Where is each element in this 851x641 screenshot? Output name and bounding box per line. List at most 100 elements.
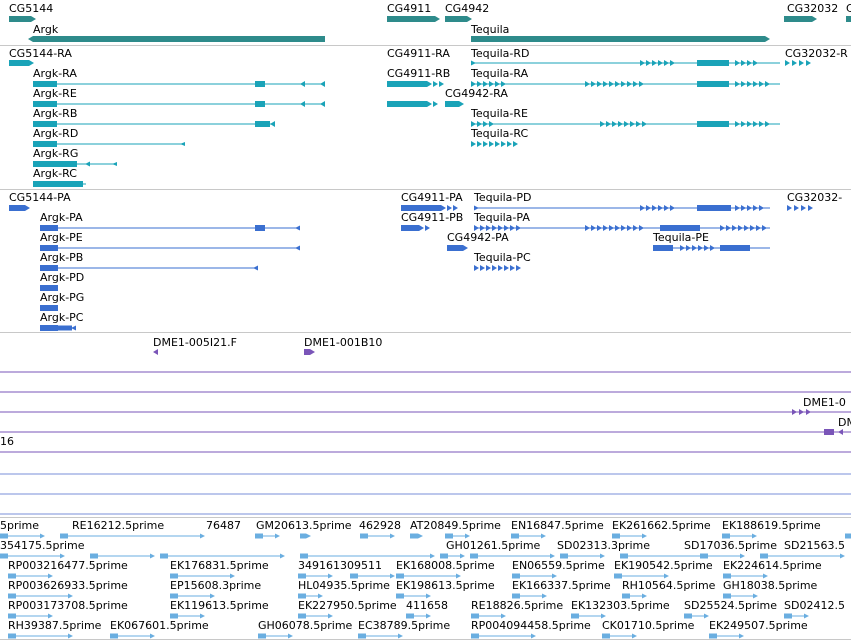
transcript-label[interactable]: CG4942-PA [447, 231, 509, 244]
est-label[interactable]: SD21563.5 [784, 539, 845, 552]
est-label[interactable]: EC38789.5prime [358, 619, 451, 632]
transcript-label[interactable]: CG32032-R [785, 47, 848, 60]
est-label[interactable]: RP003626933.5prime [8, 579, 128, 592]
transcript-label[interactable]: Tequila-PA [474, 211, 530, 224]
est-label[interactable]: RP003216477.5prime [8, 559, 128, 572]
est-label[interactable]: RE16212.5prime [72, 519, 165, 532]
est-label[interactable]: GH06078.5prime [258, 619, 353, 632]
clone-label[interactable]: DME1-001B10 [304, 336, 383, 349]
gene-label[interactable]: CG4911 [387, 2, 432, 15]
est-label[interactable]: EK166337.5prime [512, 579, 611, 592]
est-label[interactable]: EK188619.5prime [722, 519, 821, 532]
exon-box [387, 101, 427, 107]
gene-label[interactable]: C [846, 2, 851, 15]
clone-label[interactable]: DME1-005I21.F [153, 336, 237, 349]
arrow-right-glyph [840, 553, 845, 559]
transcript-label[interactable]: Argk-PD [40, 271, 85, 284]
est-label[interactable]: EK119613.5prime [170, 599, 269, 612]
transcript-label[interactable]: Tequila-RE [471, 107, 528, 120]
est-label[interactable]: EK261662.5prime [612, 519, 711, 532]
transcript-label[interactable]: CG4942-RA [445, 87, 508, 100]
transcript-label[interactable]: Argk-PE [40, 231, 83, 244]
clone-label[interactable]: DM [838, 416, 851, 429]
est-label[interactable]: SD02313.3prime [557, 539, 650, 552]
est-label[interactable]: EK227950.5prime [298, 599, 397, 612]
est-label[interactable]: EP15608.3prime [170, 579, 262, 592]
transcript-label[interactable]: Argk-PA [40, 211, 83, 224]
transcript-label[interactable]: CG4911-PB [401, 211, 464, 224]
est-label[interactable]: 354175.5prime [0, 539, 85, 552]
transcript-label[interactable]: CG4911-RB [387, 67, 451, 80]
transcript-label[interactable]: Argk-RC [33, 167, 77, 180]
est-label[interactable]: HL04935.5prime [298, 579, 390, 592]
transcript-label[interactable]: Tequila-PC [474, 251, 531, 264]
transcript-label[interactable]: Argk-PC [40, 311, 84, 324]
arrow-right-glyph [467, 16, 472, 22]
transcript-label[interactable]: Argk-RB [33, 107, 78, 120]
est-label[interactable]: RP004094458.5prime [471, 619, 591, 632]
transcript-label[interactable]: Tequila-PE [653, 231, 709, 244]
transcript-label[interactable]: CG5144-RA [9, 47, 72, 60]
transcript-label[interactable]: Argk-PG [40, 291, 85, 304]
transcript-label[interactable]: Tequila-RA [471, 67, 529, 80]
est-label[interactable]: EK224614.5prime [723, 559, 822, 572]
est-label[interactable]: 76487 [206, 519, 241, 532]
est-exon [784, 613, 792, 619]
gene-label[interactable]: CG5144 [9, 2, 54, 15]
exon-box [824, 429, 834, 435]
est-label[interactable]: SD17036.5prime [684, 539, 777, 552]
est-label[interactable]: EK067601.5prime [110, 619, 209, 632]
transcript-label[interactable]: CG4911-PA [401, 191, 463, 204]
transcript-label[interactable]: Argk-RD [33, 127, 79, 140]
gene-label[interactable]: Tequila [471, 23, 510, 36]
gene-label[interactable]: CG32032 [787, 2, 839, 15]
est-label[interactable]: SD25524.5prime [684, 599, 777, 612]
est-label[interactable]: RE18826.5prime [471, 599, 564, 612]
est-label[interactable]: 349161309511 [298, 559, 382, 572]
est-label[interactable]: GH01261.5prime [446, 539, 541, 552]
est-label[interactable]: EK168008.5prime [396, 559, 495, 572]
exon-box [33, 161, 57, 167]
est-label[interactable]: GH18038.5prime [723, 579, 818, 592]
arrow-right-glyph [439, 81, 444, 87]
est-label[interactable]: 5prime [0, 519, 40, 532]
arrow-right-glyph [495, 81, 500, 87]
est-label[interactable]: CK01710.5prime [602, 619, 695, 632]
transcript-label[interactable]: Argk-PB [40, 251, 84, 264]
arrow-left-glyph [71, 325, 76, 331]
est-label[interactable]: EN16847.5prime [511, 519, 604, 532]
transcript-label[interactable]: CG4911-RA [387, 47, 450, 60]
transcript-label[interactable]: Tequila-RD [471, 47, 530, 60]
arrow-right-glyph [618, 121, 623, 127]
est-label[interactable]: EK176831.5prime [170, 559, 269, 572]
arrow-right-glyph [477, 121, 482, 127]
est-label[interactable]: 411658 [406, 599, 448, 612]
est-label[interactable]: EK132303.5prime [571, 599, 670, 612]
transcript-label[interactable]: CG32032- [787, 191, 843, 204]
est-label[interactable]: EK198613.5prime [396, 579, 495, 592]
est-label[interactable]: EK190542.5prime [614, 559, 713, 572]
est-label[interactable]: GM20613.5prime [256, 519, 352, 532]
est-exon [445, 533, 453, 539]
est-label[interactable]: 462928 [359, 519, 401, 532]
arrow-right-glyph [480, 265, 485, 271]
transcript-label[interactable]: Argk-RE [33, 87, 77, 100]
gene-label[interactable]: Argk [33, 23, 59, 36]
est-label[interactable]: AT20849.5prime [410, 519, 501, 532]
transcript-label[interactable]: Tequila-PD [474, 191, 532, 204]
transcript-label[interactable]: Argk-RA [33, 67, 77, 80]
est-label[interactable]: RH39387.5prime [8, 619, 102, 632]
est-label[interactable]: RP003173708.5prime [8, 599, 128, 612]
transcript-label[interactable]: Argk-RG [33, 147, 79, 160]
est-label[interactable]: EN06559.5prime [512, 559, 605, 572]
est-exon [760, 553, 768, 559]
arrow-right-glyph [531, 633, 536, 639]
est-label[interactable]: RH10564.5prime [622, 579, 716, 592]
est-label[interactable]: SD02412.5 [784, 599, 845, 612]
clone-label[interactable]: 16 [0, 435, 14, 448]
clone-label[interactable]: DME1-0 [803, 396, 846, 409]
est-label[interactable]: EK249507.5prime [709, 619, 808, 632]
transcript-label[interactable]: CG5144-PA [9, 191, 71, 204]
gene-label[interactable]: CG4942 [445, 2, 490, 15]
transcript-label[interactable]: Tequila-RC [471, 127, 529, 140]
